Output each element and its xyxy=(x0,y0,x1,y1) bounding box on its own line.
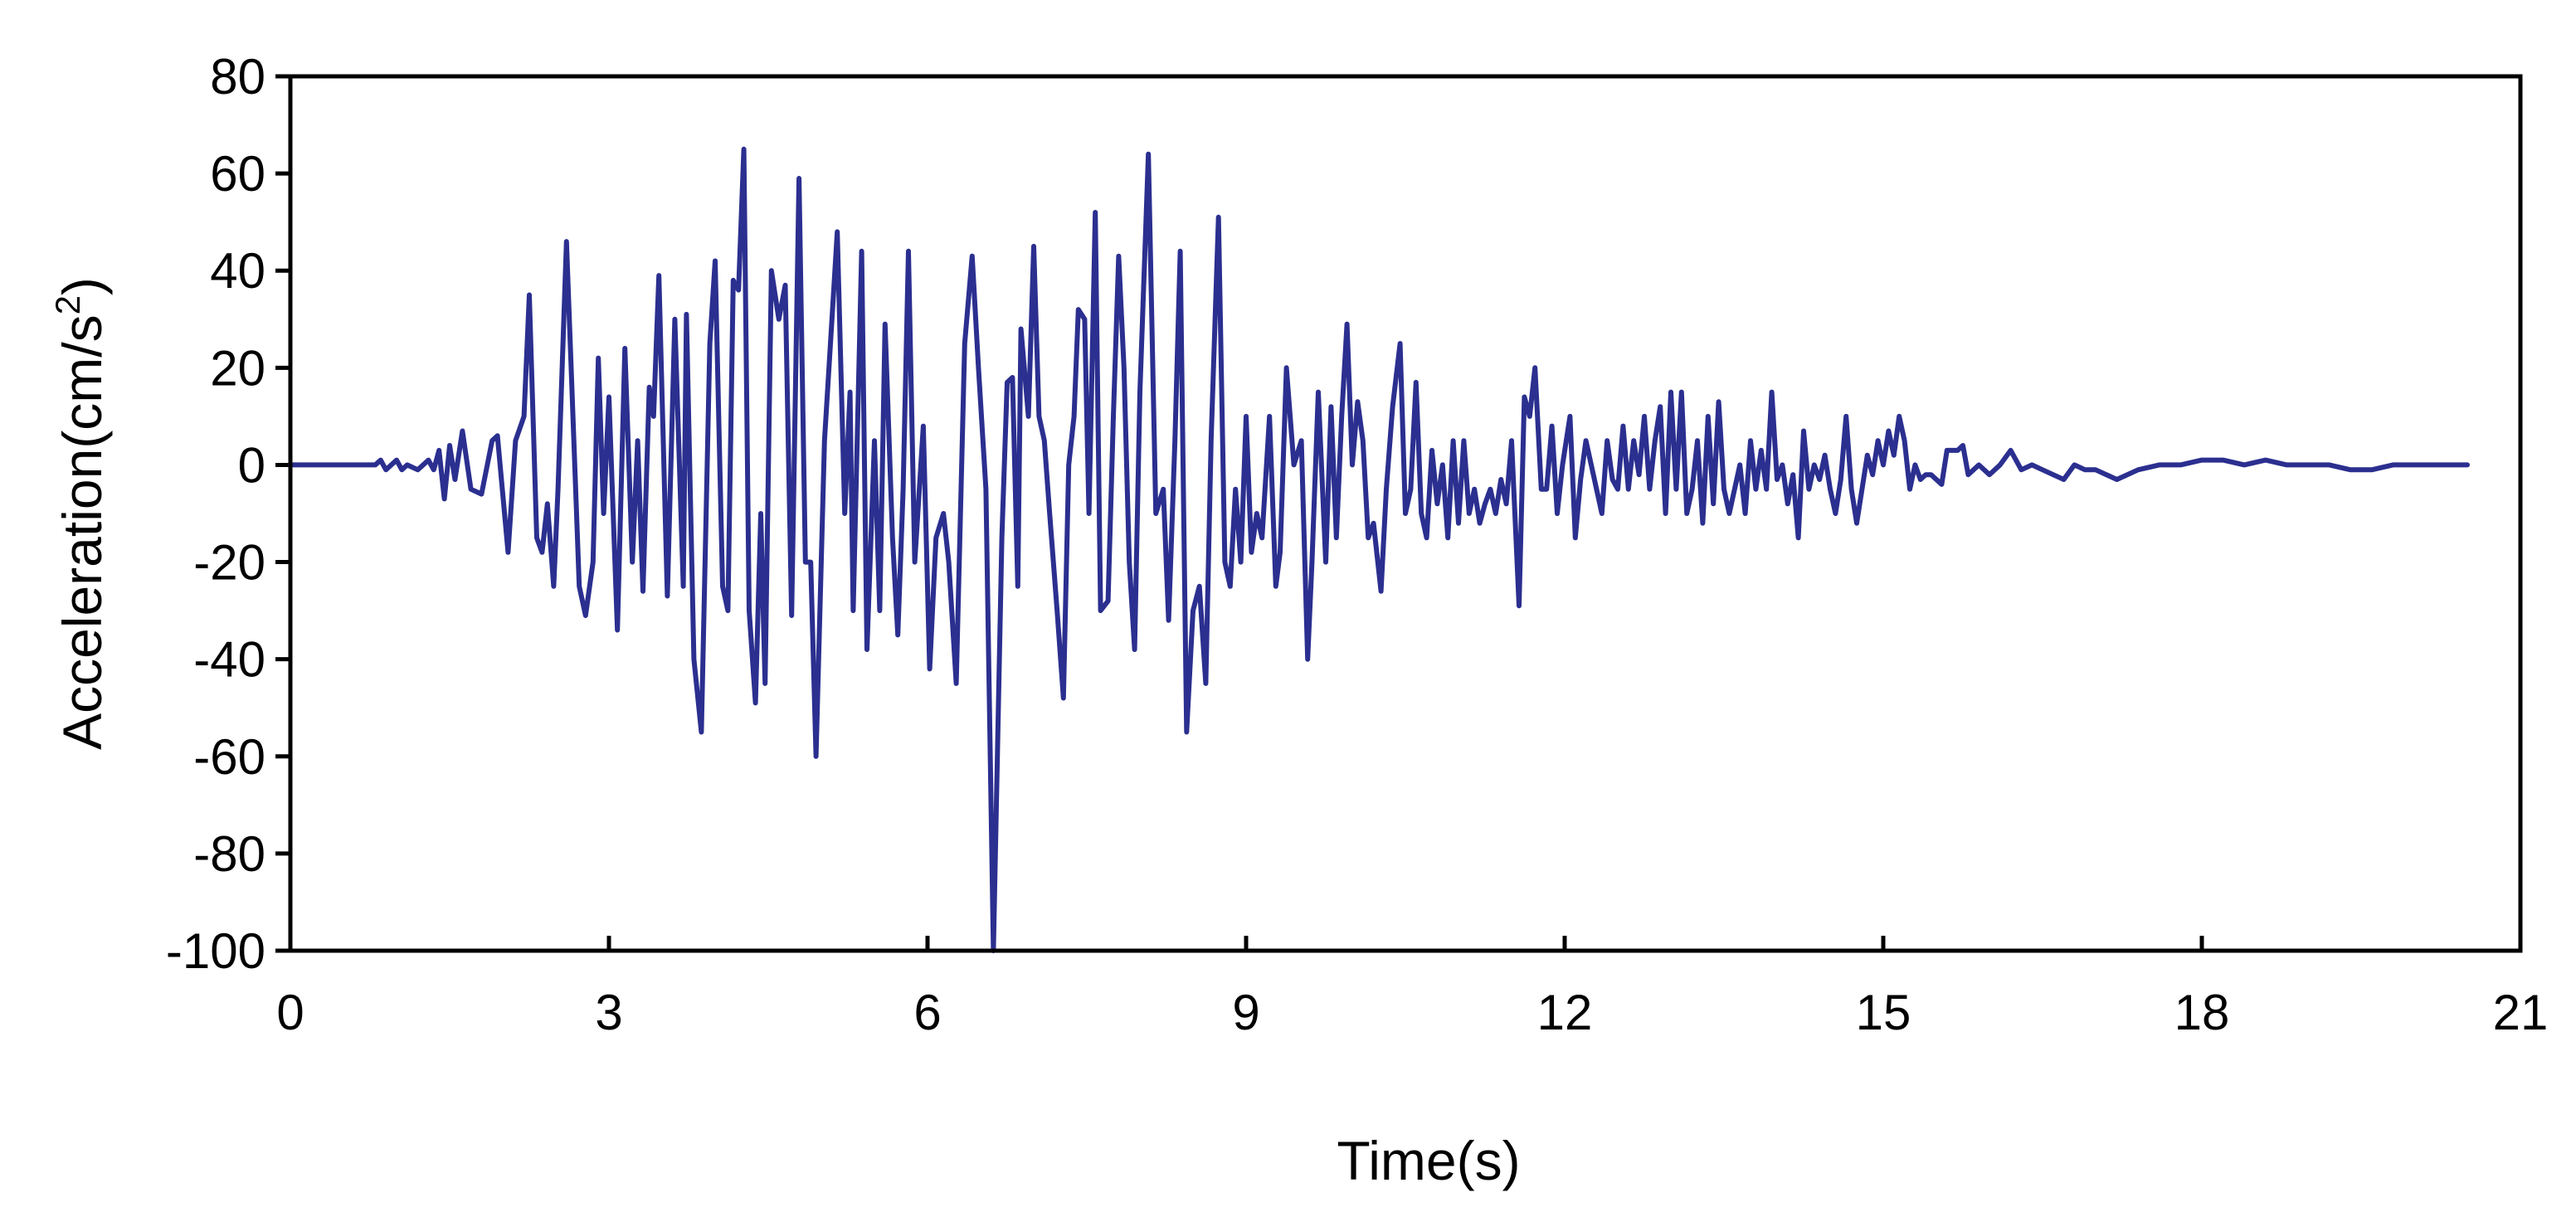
x-tick-label: 9 xyxy=(1232,985,1259,1040)
x-tick-label: 12 xyxy=(1537,985,1593,1040)
x-axis-ticks: 0 3 6 9 12 15 18 21 xyxy=(276,936,2548,1040)
y-tick-label: -40 xyxy=(193,632,265,688)
y-axis-title-main: Acceleration(cm/s xyxy=(51,314,113,750)
x-tick-label: 0 xyxy=(276,985,304,1040)
y-axis-title-close: ) xyxy=(51,277,113,295)
y-tick-label: 20 xyxy=(210,340,265,396)
y-tick-label: 80 xyxy=(210,49,265,105)
series-layer xyxy=(288,146,2470,953)
series-line xyxy=(288,146,2470,953)
y-tick-label: 60 xyxy=(210,146,265,202)
y-tick-label: -60 xyxy=(193,729,265,785)
x-tick-label: 6 xyxy=(913,985,941,1040)
plot-area-frame xyxy=(288,74,2523,953)
y-tick-label: 40 xyxy=(210,243,265,299)
y-tick-label: -20 xyxy=(193,535,265,591)
y-tick-label: 0 xyxy=(238,437,265,493)
x-tick-label: 18 xyxy=(2174,985,2230,1040)
x-tick-label: 3 xyxy=(595,985,622,1040)
y-tick-label: -100 xyxy=(166,923,265,979)
x-tick-label: 21 xyxy=(2493,985,2549,1040)
y-axis-title: Acceleration(cm/s2) xyxy=(48,277,113,750)
y-axis-title-superscript: 2 xyxy=(48,295,87,314)
x-axis-title: Time(s) xyxy=(1337,1130,1520,1191)
y-axis-ticks: 80 60 40 20 0 -20 -40 -60 -80 -100 xyxy=(166,49,290,979)
y-tick-label: -80 xyxy=(193,826,265,882)
x-tick-label: 15 xyxy=(1856,985,1911,1040)
